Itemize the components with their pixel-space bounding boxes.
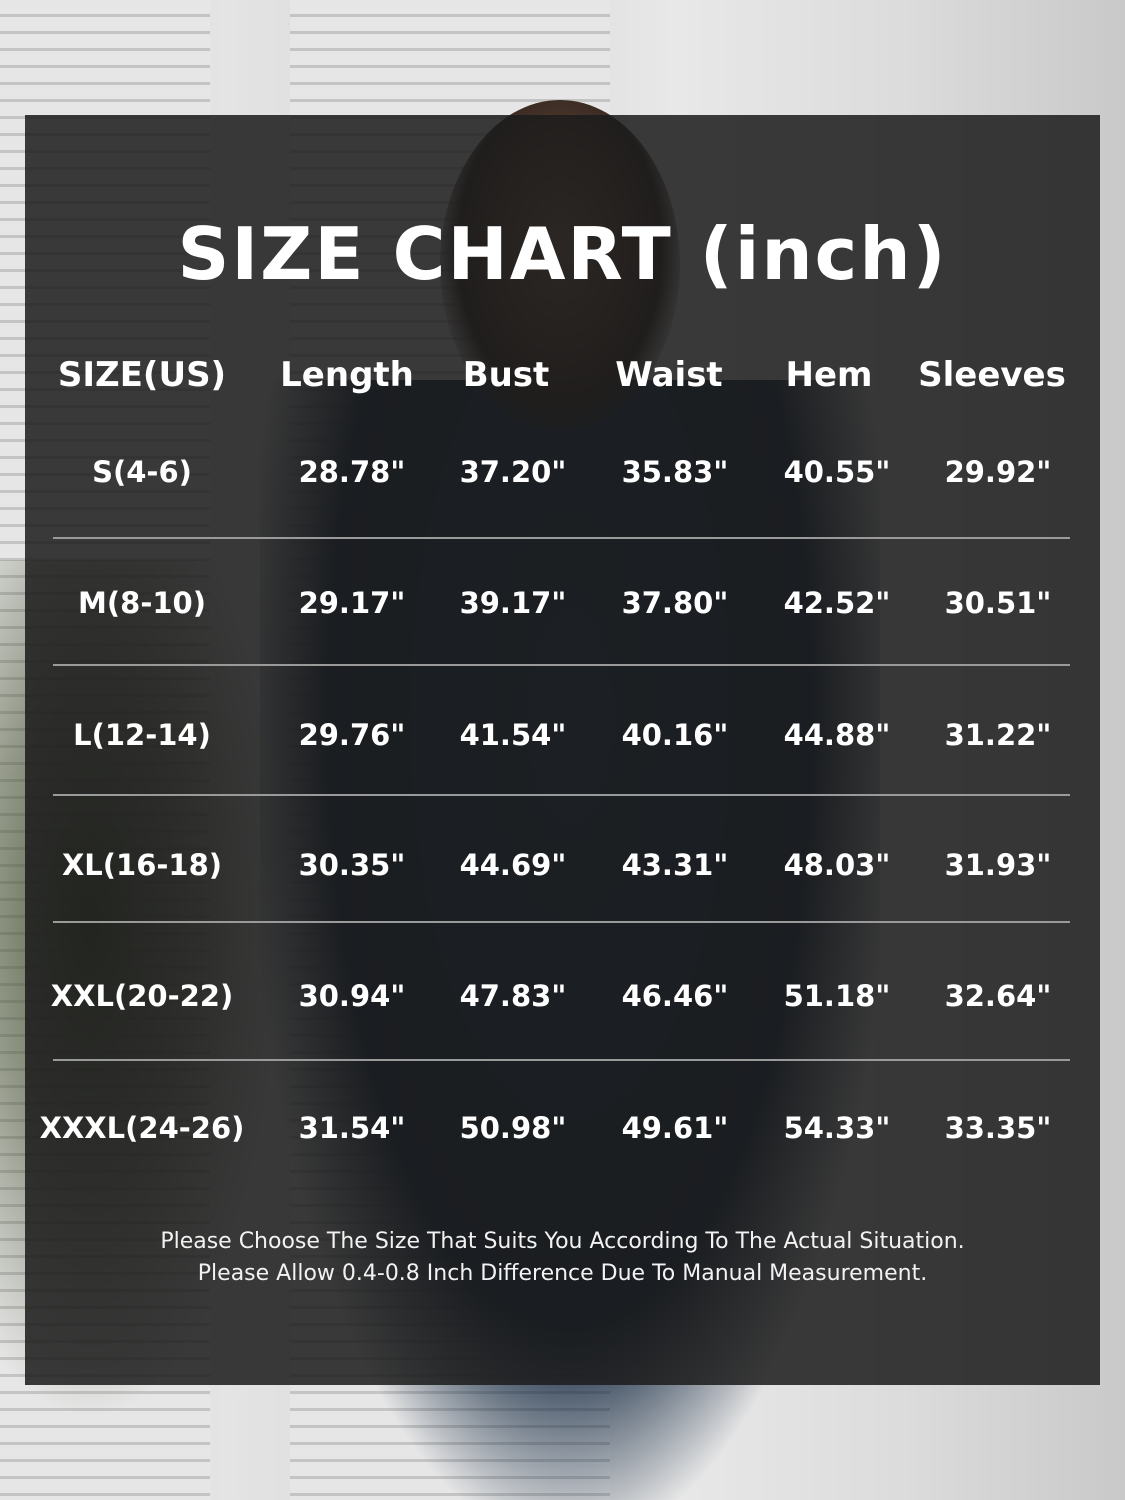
measurement-cell: 51.18" <box>783 979 891 1013</box>
measurement-cell: 39.17" <box>459 586 567 620</box>
measurement-cell: 37.20" <box>459 455 567 489</box>
measurement-cell: 33.35" <box>944 1111 1052 1145</box>
measurement-cell: 48.03" <box>783 848 891 882</box>
row-divider <box>53 921 1070 923</box>
measurement-cell: 30.51" <box>944 586 1052 620</box>
column-header: Bust <box>462 355 550 395</box>
size-label-cell: M(8-10) <box>78 586 206 620</box>
measurement-cell: 31.54" <box>298 1111 406 1145</box>
measurement-cell: 31.22" <box>944 718 1052 752</box>
measurement-cell: 32.64" <box>944 979 1052 1013</box>
measurement-cell: 49.61" <box>621 1111 729 1145</box>
measurement-cell: 37.80" <box>621 586 729 620</box>
size-label-cell: XXXL(24-26) <box>39 1111 245 1145</box>
measurement-cell: 44.88" <box>783 718 891 752</box>
size-label-cell: XL(16-18) <box>61 848 223 882</box>
column-header: Length <box>280 355 414 395</box>
note-line-2: Please Allow 0.4-0.8 Inch Difference Due… <box>197 1261 928 1286</box>
size-label-cell: S(4-6) <box>92 455 192 489</box>
row-divider <box>53 794 1070 796</box>
row-divider <box>53 664 1070 666</box>
size-label-cell: L(12-14) <box>73 718 211 752</box>
row-divider <box>53 537 1070 539</box>
size-label-cell: XXL(20-22) <box>50 979 234 1013</box>
measurement-cell: 44.69" <box>459 848 567 882</box>
column-header: SIZE(US) <box>57 355 227 395</box>
measurement-cell: 54.33" <box>783 1111 891 1145</box>
measurement-cell: 31.93" <box>944 848 1052 882</box>
measurement-cell: 35.83" <box>621 455 729 489</box>
chart-title: SIZE CHART (inch) <box>177 212 948 296</box>
column-header: Hem <box>785 355 873 395</box>
measurement-cell: 41.54" <box>459 718 567 752</box>
measurement-cell: 46.46" <box>621 979 729 1013</box>
measurement-cell: 42.52" <box>783 586 891 620</box>
measurement-cell: 30.35" <box>298 848 406 882</box>
measurement-cell: 50.98" <box>459 1111 567 1145</box>
measurement-cell: 40.55" <box>783 455 891 489</box>
measurement-cell: 43.31" <box>621 848 729 882</box>
size-chart-panel <box>25 115 1100 1385</box>
column-header: Sleeves <box>918 355 1066 395</box>
measurement-cell: 28.78" <box>298 455 406 489</box>
row-divider <box>53 1059 1070 1061</box>
measurement-cell: 29.76" <box>298 718 406 752</box>
measurement-cell: 29.92" <box>944 455 1052 489</box>
measurement-cell: 47.83" <box>459 979 567 1013</box>
column-header: Waist <box>615 355 723 395</box>
note-line-1: Please Choose The Size That Suits You Ac… <box>160 1229 965 1254</box>
measurement-cell: 29.17" <box>298 586 406 620</box>
measurement-cell: 40.16" <box>621 718 729 752</box>
measurement-cell: 30.94" <box>298 979 406 1013</box>
